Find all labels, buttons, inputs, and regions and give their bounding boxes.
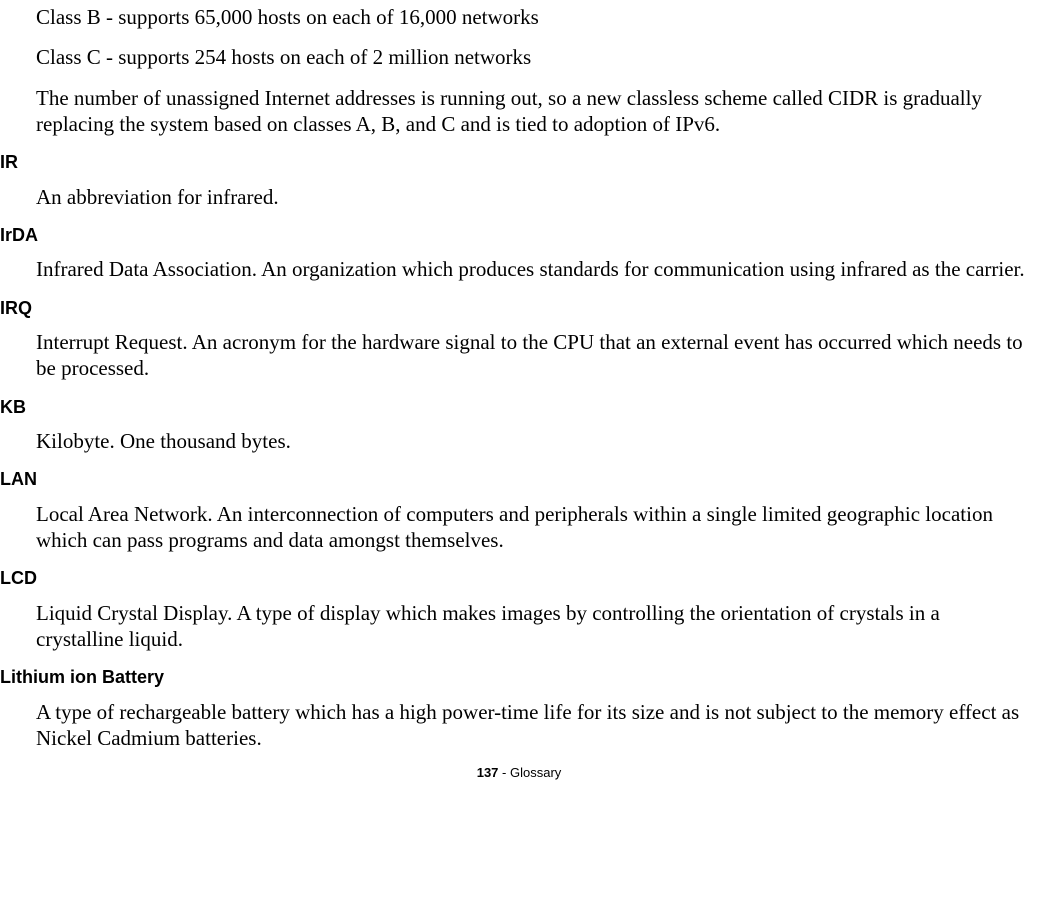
- footer-section: Glossary: [510, 765, 561, 780]
- glossary-definition: Interrupt Request. An acronym for the ha…: [36, 329, 1028, 382]
- intro-line-2: Class C - supports 254 hosts on each of …: [36, 44, 1028, 70]
- glossary-term: IrDA: [0, 224, 1038, 247]
- glossary-term: Lithium ion Battery: [0, 666, 1038, 689]
- glossary-definition: Local Area Network. An interconnection o…: [36, 501, 1028, 554]
- glossary-definition: Infrared Data Association. An organizati…: [36, 256, 1028, 282]
- page-footer: 137 - Glossary: [0, 765, 1038, 781]
- glossary-definition: An abbreviation for infrared.: [36, 184, 1028, 210]
- glossary-term: LCD: [0, 567, 1038, 590]
- glossary-term: IR: [0, 151, 1038, 174]
- glossary-definition: A type of rechargeable battery which has…: [36, 699, 1028, 752]
- footer-sep: -: [498, 765, 510, 780]
- glossary-term: KB: [0, 396, 1038, 419]
- glossary-definition: Liquid Crystal Display. A type of displa…: [36, 600, 1028, 653]
- glossary-definition: Kilobyte. One thousand bytes.: [36, 428, 1028, 454]
- intro-line-3: The number of unassigned Internet addres…: [36, 85, 1028, 138]
- glossary-term: LAN: [0, 468, 1038, 491]
- page-number: 137: [477, 765, 499, 780]
- glossary-term: IRQ: [0, 297, 1038, 320]
- intro-line-1: Class B - supports 65,000 hosts on each …: [36, 4, 1028, 30]
